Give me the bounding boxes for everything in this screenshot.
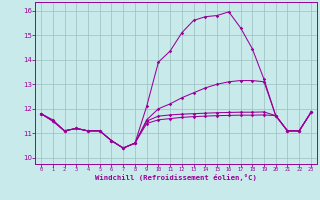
- X-axis label: Windchill (Refroidissement éolien,°C): Windchill (Refroidissement éolien,°C): [95, 174, 257, 181]
